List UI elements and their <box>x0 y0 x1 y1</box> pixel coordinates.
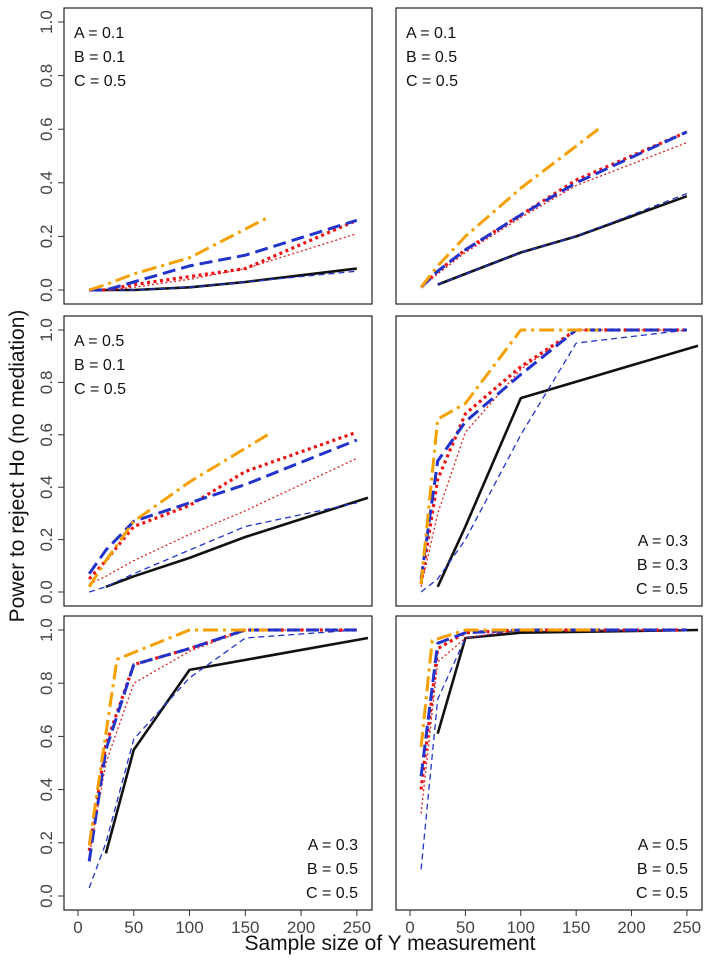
y-tick-label: 0.8 <box>37 371 56 395</box>
y-tick-label: 0.4 <box>37 475 56 499</box>
y-tick-label: 0.4 <box>37 778 56 802</box>
panel-annotation: A = 0.3 <box>638 533 688 550</box>
y-tick-label: 0.8 <box>37 64 56 88</box>
y-tick-label: 1.0 <box>37 10 56 34</box>
series-line-blue-thick-dashed <box>420 130 688 289</box>
y-axis-label: Power to reject Ho (no mediation) <box>6 310 29 623</box>
y-tick-label: 0.6 <box>37 725 56 749</box>
panel-frame <box>63 615 373 911</box>
series-line-red-thick-dotted <box>419 130 688 289</box>
x-tick-label: 0 <box>73 918 82 937</box>
panel-middle-left: 0.0 0.2 0.4 0.6 0.8 1.0 A = 0.5 B = 0.1 C = 0.5 <box>37 315 373 607</box>
series-line-black-solid <box>436 344 699 588</box>
x-tick-label: 100 <box>175 918 203 937</box>
panel-annotation: B = 0.3 <box>637 557 688 574</box>
panel-frame <box>395 7 703 305</box>
series-line-black-solid <box>104 636 369 854</box>
series-line-red-thick-dotted <box>88 430 358 580</box>
panel-annotation: A = 0.3 <box>308 837 358 854</box>
series-line-orange-dashdot <box>87 628 268 846</box>
series-line-orange-dashdot <box>87 433 269 588</box>
series-line-orange-dashdot <box>88 216 269 292</box>
series-line-blue-thick-dashed <box>419 328 687 580</box>
x-tick-label: 200 <box>617 918 645 937</box>
panel-annotation: C = 0.5 <box>636 581 688 598</box>
series-group <box>87 628 369 889</box>
series-line-blue-thick-dashed <box>89 218 358 292</box>
x-tick-label: 200 <box>287 918 315 937</box>
panel-bottom-left: 0.0 0.2 0.4 0.6 0.8 1.0 0 50 100 150 200 250 A = 0.3… <box>37 615 373 937</box>
panel-annotation: A = 0.1 <box>406 25 456 42</box>
panel-annotation: C = 0.5 <box>74 381 126 398</box>
panel-annotation: C = 0.5 <box>74 73 126 90</box>
x-tick-label: 250 <box>673 918 701 937</box>
y-tick-label: 0.4 <box>37 171 56 195</box>
series-line-blue-thin-dashed <box>89 502 357 593</box>
series-group <box>419 328 699 593</box>
x-tick-label: 250 <box>343 918 371 937</box>
series-line-black-solid <box>437 194 688 286</box>
x-tick-label: 50 <box>124 918 143 937</box>
series-line-orange-dashdot <box>419 628 599 748</box>
panel-annotation: B = 0.5 <box>307 861 358 878</box>
series-line-red-thin-dotted <box>420 629 687 814</box>
panel-annotation: B = 0.5 <box>406 49 457 66</box>
y-tick-label: 1.0 <box>37 318 56 342</box>
y-tick-label: 0.2 <box>37 831 56 855</box>
series-group <box>419 128 688 289</box>
y-tick-label: 1.0 <box>37 618 56 642</box>
y-tick-label: 0.2 <box>37 528 56 552</box>
panel-annotation: A = 0.5 <box>638 837 688 854</box>
series-line-red-thin-dotted <box>88 457 358 585</box>
series-group <box>87 430 369 593</box>
x-tick-label: 150 <box>231 918 259 937</box>
panel-top-right: A = 0.1 B = 0.5 C = 0.5 <box>395 7 703 305</box>
panel-annotation: B = 0.1 <box>74 357 125 374</box>
panel-annotation: C = 0.5 <box>406 73 458 90</box>
y-tick-label: 0.6 <box>37 423 56 447</box>
series-line-orange-dashdot <box>419 328 599 585</box>
series-group <box>419 628 699 870</box>
x-axis-label: Sample size of Y measurement <box>244 932 535 955</box>
panels-group: 0.00.20.40.60.81.0 A = 0.1B = 0.1C = 0.5A… <box>37 7 703 937</box>
panel-middle-right: A = 0.3 B = 0.3 C = 0.5 <box>395 315 703 607</box>
series-line-black-solid <box>436 628 699 735</box>
y-tick-label: 0.0 <box>37 884 56 908</box>
x-tick-label: 50 <box>456 918 475 937</box>
panel-annotation: A = 0.1 <box>74 25 124 42</box>
series-line-blue-thin-dashed <box>420 329 687 593</box>
x-tick-label: 100 <box>507 918 535 937</box>
series-line-black-solid <box>105 496 369 589</box>
panel-frame <box>63 7 373 305</box>
panel-frame <box>63 315 373 607</box>
series-line-blue-thick-dashed <box>87 438 358 575</box>
x-tick-label: 0 <box>405 918 414 937</box>
panel-annotation: A = 0.5 <box>74 333 124 350</box>
panel-frame <box>395 315 703 607</box>
x-tick-label: 150 <box>562 918 590 937</box>
y-tick-label: 0.0 <box>37 580 56 604</box>
y-tick-label: 0.8 <box>37 671 56 695</box>
series-line-orange-dashdot <box>419 128 600 289</box>
panel-annotation: B = 0.1 <box>74 49 125 66</box>
series-line-blue-thin-dashed <box>420 629 687 870</box>
panel-frame <box>395 615 703 911</box>
series-line-blue-thin-dashed <box>88 629 357 889</box>
series-line-red-thin-dotted <box>420 329 687 587</box>
series-line-blue-thick-dashed <box>87 628 357 862</box>
panel-annotation: B = 0.5 <box>637 861 688 878</box>
y-tick-label: 0.0 <box>37 278 56 302</box>
panel-annotation: C = 0.5 <box>306 885 358 902</box>
panel-bottom-right: 0 50 100 150 200 250 A = 0.5 B = 0.5 C = 0.5 <box>395 615 703 937</box>
panel-annotation: C = 0.5 <box>636 885 688 902</box>
panel-top-left: 0.0 0.2 0.4 0.6 0.8 1.0 A = 0.1 B = 0.1 C = 0.5 <box>37 7 373 305</box>
y-tick-label: 0.2 <box>37 225 56 249</box>
series-line-red-thick-dotted <box>89 218 358 292</box>
series-group <box>88 216 358 292</box>
y-tick-label: 0.6 <box>37 117 56 141</box>
